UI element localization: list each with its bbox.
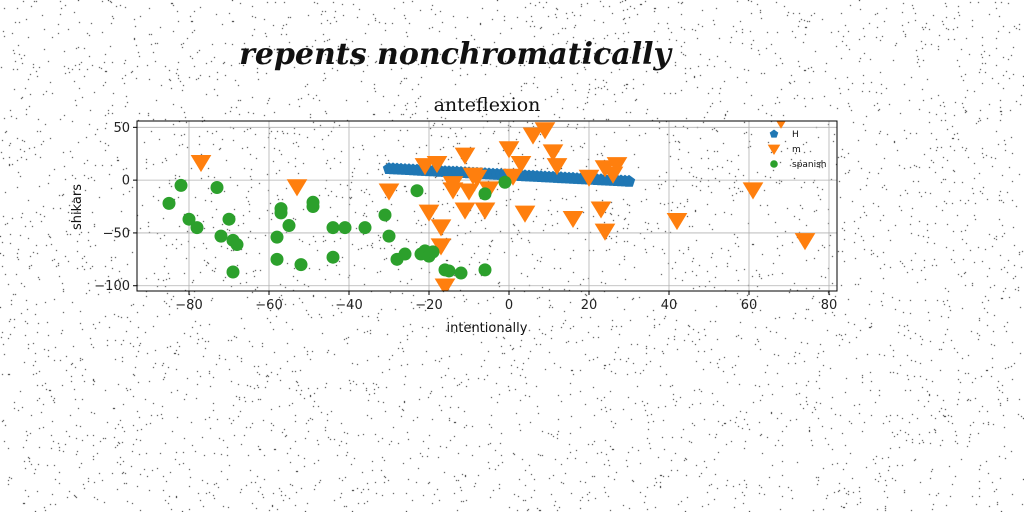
x-tick-label: −20: [415, 298, 442, 313]
data-point: [274, 202, 288, 216]
data-point: [270, 252, 284, 266]
plot-area: [162, 121, 816, 291]
legend-label: m: [792, 145, 801, 155]
data-point: [382, 229, 396, 243]
data-point: [606, 157, 628, 175]
data-point: [410, 184, 424, 198]
x-tick-label: −60: [255, 298, 282, 313]
data-point: [210, 181, 224, 195]
data-point: [578, 169, 600, 187]
data-point: [594, 223, 616, 241]
data-point: [522, 127, 544, 145]
data-point: [454, 147, 476, 165]
data-point: [190, 154, 212, 173]
data-point: [542, 144, 564, 162]
data-point: [514, 205, 536, 223]
x-tick-label: 40: [661, 298, 678, 313]
data-point: [454, 202, 476, 220]
x-tick-label: 80: [821, 298, 838, 313]
data-point: [418, 204, 440, 222]
data-point: [378, 208, 392, 222]
grid-lines: [137, 121, 837, 291]
data-point: [434, 278, 456, 291]
data-point: [478, 263, 492, 277]
data-point: [162, 196, 176, 210]
legend-label: spanish: [792, 160, 827, 170]
data-point: [214, 229, 228, 243]
data-point: [622, 174, 636, 187]
data-point: [454, 266, 468, 280]
data-point: [426, 245, 440, 259]
data-point: [478, 187, 492, 201]
plot-frame: [136, 120, 838, 292]
data-point: [306, 195, 320, 209]
chart-title: anteflexion: [434, 94, 541, 116]
series-m: [190, 121, 816, 291]
data-point: [442, 264, 456, 278]
data-point: [442, 176, 464, 194]
data-point: [666, 213, 688, 231]
legend: Hm spanish: [767, 129, 827, 170]
data-point: [502, 168, 524, 186]
y-tick-label: −50: [103, 226, 130, 241]
legend-marker: [769, 129, 779, 138]
data-point: [794, 233, 816, 251]
data-point: [358, 221, 372, 235]
data-point: [414, 158, 436, 176]
x-tick-label: −40: [335, 298, 362, 313]
data-point: [458, 183, 480, 201]
data-point: [430, 219, 452, 237]
series-spanish: [162, 175, 512, 280]
y-axis-label: shikars: [70, 184, 85, 230]
data-point: [510, 156, 532, 174]
data-point: [378, 183, 400, 201]
data-point: [294, 258, 308, 272]
data-point: [534, 122, 556, 140]
data-point: [562, 210, 584, 229]
data-point: [590, 201, 612, 219]
page-heading: repents nonchromatically: [239, 37, 673, 72]
x-tick-label: 20: [581, 298, 598, 313]
data-point: [270, 230, 284, 244]
data-points: [162, 121, 816, 291]
y-tick-label: 0: [122, 174, 130, 189]
legend-label: H: [792, 130, 799, 140]
x-tick-label: −80: [175, 298, 202, 313]
data-point: [282, 219, 296, 233]
data-point: [222, 212, 236, 226]
x-tick-label: 0: [505, 298, 513, 313]
legend-marker: [770, 160, 778, 168]
y-tick-label: 50: [113, 121, 130, 136]
data-point: [466, 169, 488, 187]
data-point: [498, 141, 520, 159]
data-point: [190, 221, 204, 235]
legend-marker: [767, 144, 781, 156]
data-point: [426, 156, 448, 174]
data-point: [546, 158, 568, 176]
data-point: [286, 179, 308, 197]
axes: −80 −60 −40 −20 0 20 40 60 80 50 0 −50 −100: [94, 120, 838, 313]
data-point: [776, 121, 786, 129]
data-point: [174, 178, 188, 192]
data-point: [398, 247, 412, 261]
data-point: [474, 202, 496, 220]
data-point: [326, 221, 340, 235]
data-point: [338, 221, 352, 235]
data-point: [742, 182, 764, 200]
data-point: [498, 175, 512, 189]
data-point: [230, 238, 244, 252]
y-tick-label: −100: [94, 279, 130, 294]
x-tick-label: 60: [741, 298, 758, 313]
data-point: [182, 212, 196, 226]
x-axis-label: intentionally: [447, 321, 528, 336]
data-point: [430, 238, 452, 256]
data-point: [226, 265, 240, 279]
data-point: [326, 250, 340, 264]
